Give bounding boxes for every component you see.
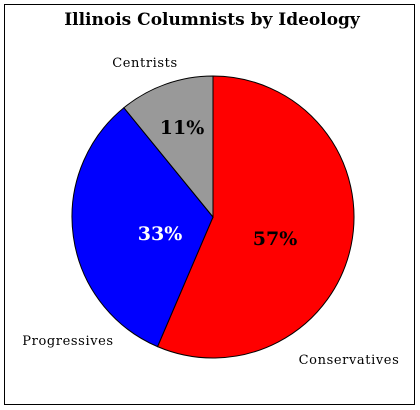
pie-value-labels: 57% 33% 11% (138, 117, 298, 250)
pie-slice-conservatives (156, 75, 355, 359)
pie-slices (71, 75, 355, 359)
pie-slice-centrists (123, 75, 214, 219)
pie-value-label-progressives: 33% (138, 223, 183, 245)
pie-category-label-conservatives: Conservatives (299, 353, 400, 368)
pie-category-labels: Conservatives Progressives Centrists (22, 56, 400, 368)
pie-value-label-conservatives: 57% (253, 228, 298, 250)
pie-slice-progressives (71, 107, 214, 348)
pie-category-label-centrists: Centrists (112, 56, 178, 71)
chart-title: Illinois Columnists by Ideology (64, 10, 361, 30)
pie-value-label-centrists: 11% (160, 117, 205, 139)
pie-category-label-progressives: Progressives (22, 334, 113, 349)
